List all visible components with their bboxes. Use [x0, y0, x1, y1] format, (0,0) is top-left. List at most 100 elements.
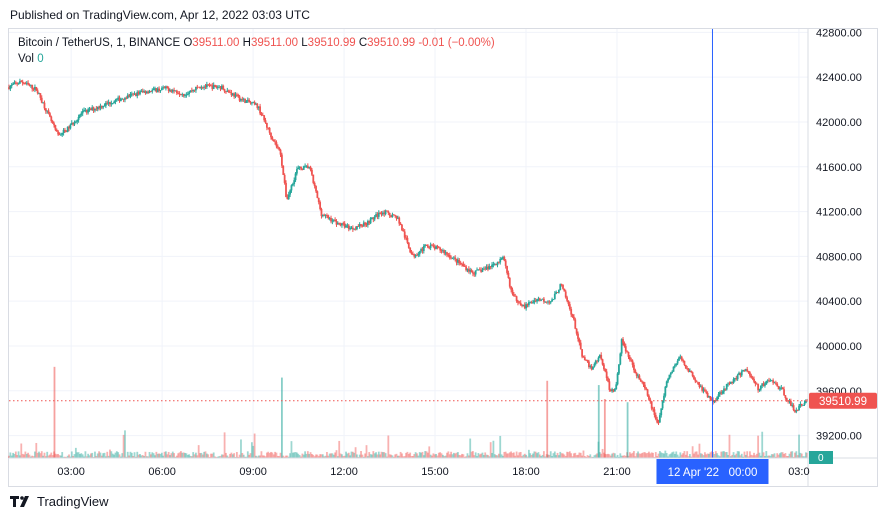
candle-body — [345, 226, 347, 227]
volume-spike — [604, 399, 606, 458]
candle-body — [752, 378, 754, 379]
candle-body — [684, 361, 686, 365]
time-tick-label: 03:00 — [57, 466, 85, 478]
candle-body — [782, 388, 784, 390]
candle-body — [577, 334, 579, 339]
price-tick-label: 42000.00 — [816, 117, 862, 129]
candle-body — [296, 169, 298, 173]
candle-body — [432, 245, 434, 246]
volume-spike — [546, 381, 548, 458]
symbol-name[interactable]: Bitcoin / TetherUS, 1, BINANCE — [18, 37, 180, 49]
candle-body — [662, 401, 664, 409]
candle-body — [674, 365, 676, 366]
candle-body — [209, 85, 211, 86]
candle-body — [584, 357, 586, 360]
volume-spike — [598, 385, 600, 458]
candle-body — [271, 137, 273, 139]
candle-body — [779, 389, 781, 390]
candle-body — [112, 103, 114, 104]
candle-body — [592, 367, 594, 370]
candle-body — [364, 223, 366, 225]
candle-body — [617, 374, 619, 385]
candle-body — [645, 388, 647, 389]
candle-body — [563, 289, 565, 292]
candle-body — [682, 360, 684, 361]
volume-label[interactable]: Vol — [18, 53, 34, 65]
candle-body — [630, 360, 632, 361]
candle-body — [35, 87, 37, 90]
candle-body — [718, 394, 720, 396]
candle-body — [804, 403, 806, 405]
candle-body — [647, 389, 649, 395]
price-tick-label: 40000.00 — [816, 341, 862, 353]
candle-body — [176, 90, 178, 93]
candle-body — [288, 195, 290, 200]
candle-body — [608, 381, 610, 390]
candle-body — [48, 110, 50, 113]
candle-body — [87, 109, 89, 112]
candle-body — [22, 82, 24, 83]
candle-body — [160, 90, 162, 91]
legend-ohlc-row: Bitcoin / TetherUS, 1, BINANCE O39511.00… — [18, 35, 495, 51]
candle-body — [394, 215, 396, 216]
candle-body — [270, 133, 272, 138]
candle-body — [54, 125, 56, 130]
candle-body — [600, 355, 602, 359]
candle-body — [574, 319, 576, 328]
candle-body — [587, 360, 589, 361]
candle-body — [628, 352, 630, 357]
candle-body — [765, 381, 767, 384]
candle-body — [634, 370, 636, 373]
candle-body — [741, 371, 743, 375]
candle-body — [56, 130, 58, 132]
candle-body — [716, 397, 718, 401]
candle-body — [793, 405, 795, 410]
candle-body — [693, 376, 695, 379]
candle-body — [387, 211, 389, 213]
tradingview-brand[interactable]: TradingView — [37, 494, 109, 509]
candle-body — [282, 166, 284, 175]
candle-body — [667, 379, 669, 382]
volume-tag-label: 0 — [818, 453, 824, 464]
time-tick-label: 03:0 — [788, 466, 809, 478]
price-tick-label: 39200.00 — [816, 431, 862, 443]
candle-body — [224, 89, 226, 91]
candle-body — [348, 225, 350, 228]
candle-body — [449, 255, 451, 258]
candle-body — [222, 86, 224, 90]
candle-body — [622, 339, 624, 343]
candle-body — [669, 375, 671, 379]
candle-body — [737, 375, 739, 379]
candle-body — [654, 409, 656, 415]
candle-body — [686, 368, 688, 369]
candle-body — [614, 389, 616, 392]
candle-body — [681, 357, 683, 360]
candle-body — [663, 396, 665, 401]
candle-body — [543, 299, 545, 302]
candle-body — [694, 379, 696, 381]
candle-body — [482, 270, 484, 272]
candle-body — [509, 278, 511, 287]
tradingview-logo-icon[interactable] — [10, 496, 32, 508]
candle-body — [187, 94, 189, 95]
candle-body — [417, 254, 419, 255]
time-tick-label: 18:00 — [512, 466, 540, 478]
volume-spike — [54, 367, 56, 458]
price-tick-label: 40400.00 — [816, 296, 862, 308]
candle-body — [475, 270, 477, 274]
candle-body — [277, 146, 279, 147]
candle-body — [300, 167, 302, 169]
candle-body — [370, 218, 372, 223]
time-tick-label: 15:00 — [421, 466, 449, 478]
candle-body — [603, 365, 605, 370]
candle-body — [439, 248, 441, 251]
candle-body — [760, 386, 762, 390]
candle-body — [670, 373, 672, 375]
candle-body — [334, 220, 336, 221]
candle-body — [472, 272, 474, 273]
candle-body — [310, 167, 312, 170]
time-tick-label: 21:00 — [603, 466, 631, 478]
candle-body — [437, 246, 439, 247]
candle-body — [166, 86, 168, 88]
